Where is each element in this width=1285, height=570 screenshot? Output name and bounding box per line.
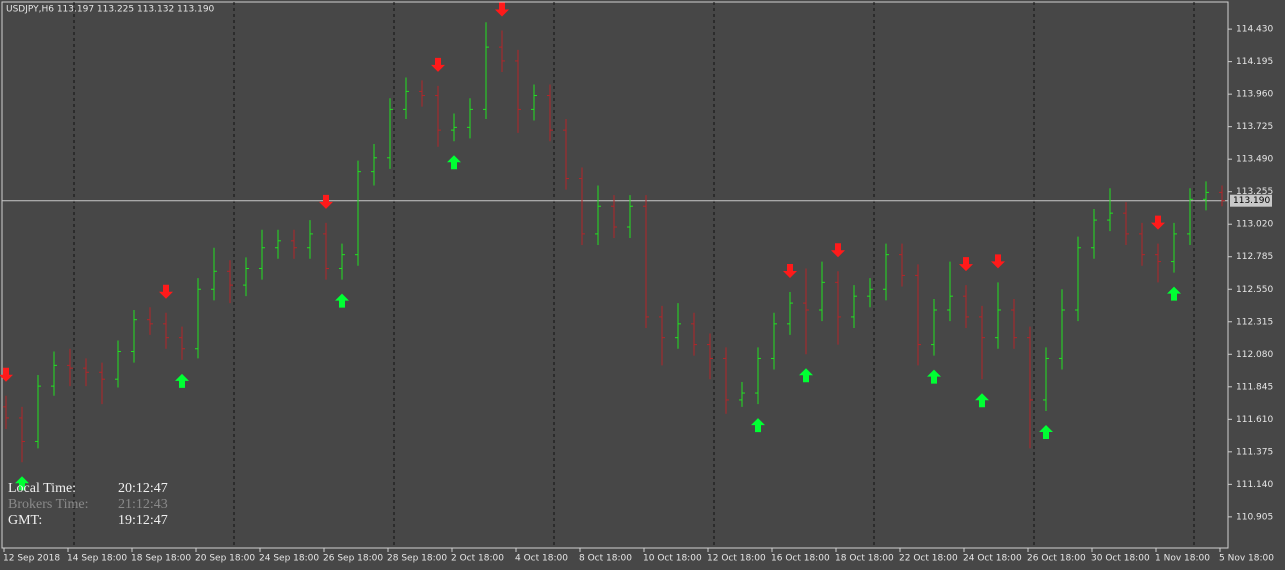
clock-value: 21:12:43: [118, 497, 168, 512]
x-tick-label: 18 Oct 18:00: [835, 554, 894, 564]
sell-arrow: [495, 2, 509, 17]
buy-arrow: [1167, 286, 1181, 301]
y-tick-label: 112.785: [1236, 252, 1273, 262]
sell-arrow: [0, 367, 13, 382]
x-tick-label: 20 Sep 18:00: [195, 554, 255, 564]
y-tick-label: 114.430: [1236, 25, 1273, 35]
sell-arrow: [431, 57, 445, 72]
x-tick-label: 26 Oct 18:00: [1027, 554, 1086, 564]
sell-arrow: [991, 254, 1005, 269]
x-tick-label: 4 Oct 18:00: [515, 554, 568, 564]
plot-frame: [1, 1, 1229, 549]
y-tick-label: 113.020: [1236, 220, 1273, 230]
x-tick-label: 28 Sep 18:00: [387, 554, 447, 564]
y-tick-label: 111.375: [1236, 447, 1273, 457]
buy-arrow: [927, 369, 941, 384]
y-tick-label: 111.610: [1236, 415, 1273, 425]
price-label-box: [1230, 194, 1272, 207]
y-tick-label: 114.195: [1236, 57, 1273, 67]
sell-arrow: [159, 284, 173, 299]
buy-arrow: [447, 155, 461, 170]
price-label: 113.190: [1233, 196, 1270, 206]
clock-value: 19:12:47: [118, 513, 168, 528]
x-tick-label: 2 Oct 18:00: [451, 554, 504, 564]
y-tick-label: 113.960: [1236, 90, 1273, 100]
y-tick-label: 112.315: [1236, 317, 1273, 327]
x-tick-label: 1 Nov 18:00: [1155, 554, 1210, 564]
buy-arrow: [1039, 425, 1053, 440]
clock-label: Local Time:: [8, 481, 76, 496]
x-tick-label: 14 Sep 18:00: [67, 554, 127, 564]
y-tick-label: 112.080: [1236, 350, 1273, 360]
y-tick-label: 113.725: [1236, 122, 1273, 132]
buy-arrow: [15, 476, 29, 491]
x-tick-label: 10 Oct 18:00: [643, 554, 702, 564]
buy-arrow: [799, 368, 813, 383]
sell-arrow: [783, 264, 797, 279]
x-tick-label: 24 Oct 18:00: [963, 554, 1022, 564]
x-tick-label: 30 Oct 18:00: [1091, 554, 1150, 564]
clock-label: GMT:: [8, 513, 42, 528]
x-tick-label: 22 Oct 18:00: [899, 554, 958, 564]
y-tick-label: 111.140: [1236, 480, 1273, 490]
x-tick-label: 12 Oct 18:00: [707, 554, 766, 564]
x-tick-label: 5 Nov 18:00: [1219, 554, 1274, 564]
buy-arrow: [975, 393, 989, 408]
sell-arrow: [1151, 215, 1165, 230]
buy-arrow: [175, 373, 189, 388]
sell-arrow: [319, 194, 333, 209]
x-tick-label: 18 Sep 18:00: [131, 554, 191, 564]
y-tick-label: 113.490: [1236, 155, 1273, 165]
buy-arrow: [751, 418, 765, 433]
clock-label: Brokers Time:: [8, 497, 89, 512]
sell-arrow: [959, 257, 973, 272]
x-tick-label: 8 Oct 18:00: [579, 554, 632, 564]
x-tick-label: 26 Sep 18:00: [323, 554, 383, 564]
x-tick-label: 24 Sep 18:00: [259, 554, 319, 564]
x-tick-label: 12 Sep 2018: [3, 554, 60, 564]
buy-arrow: [335, 293, 349, 308]
sell-arrow: [831, 243, 845, 258]
y-tick-label: 113.255: [1236, 187, 1273, 197]
y-tick-label: 112.550: [1236, 285, 1273, 295]
y-tick-label: 110.905: [1236, 512, 1273, 522]
x-tick-label: 16 Oct 18:00: [771, 554, 830, 564]
clock-value: 20:12:47: [118, 481, 168, 496]
y-tick-label: 111.845: [1236, 382, 1273, 392]
chart-header: USDJPY,H6 113.197 113.225 113.132 113.19…: [6, 5, 215, 15]
